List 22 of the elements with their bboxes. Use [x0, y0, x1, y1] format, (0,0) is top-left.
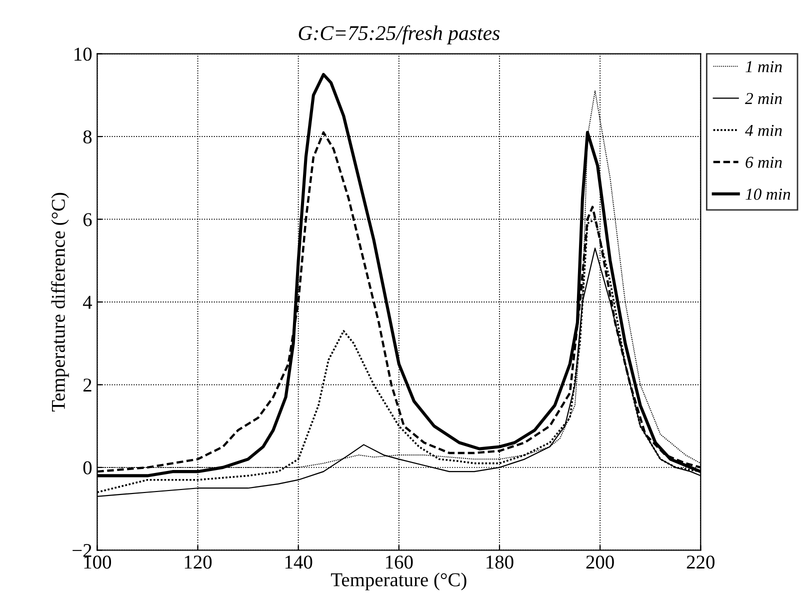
- x-axis-title: Temperature (°C): [331, 572, 466, 590]
- y-tick-label: 0: [83, 461, 92, 474]
- y-tick-label: 10: [74, 48, 92, 61]
- x-tick-label: 140: [285, 556, 312, 569]
- legend-label: 1 min: [746, 61, 782, 72]
- y-tick-label: 6: [83, 213, 92, 226]
- x-tick-label: 200: [586, 556, 614, 569]
- y-axis-title: Temperature difference (°C): [51, 192, 69, 412]
- y-tick-label: −2: [72, 544, 92, 557]
- legend-label: 2 min: [745, 93, 782, 104]
- y-tick-label: 4: [82, 296, 92, 309]
- legend-label: 4 min: [745, 124, 782, 136]
- legend-label: 6 min: [746, 156, 782, 168]
- x-tick-label: 100: [84, 556, 112, 569]
- y-tick-label: 2: [83, 378, 92, 392]
- legend-label: 10 min: [746, 188, 790, 200]
- x-tick-label: 120: [184, 556, 212, 569]
- x-tick-label: 180: [486, 556, 514, 569]
- chart-title: G:C=75:25/fresh pastes: [298, 25, 500, 44]
- x-tick-label: 220: [686, 556, 714, 569]
- y-tick-label: 8: [83, 130, 92, 144]
- x-tick-label: 160: [386, 556, 413, 569]
